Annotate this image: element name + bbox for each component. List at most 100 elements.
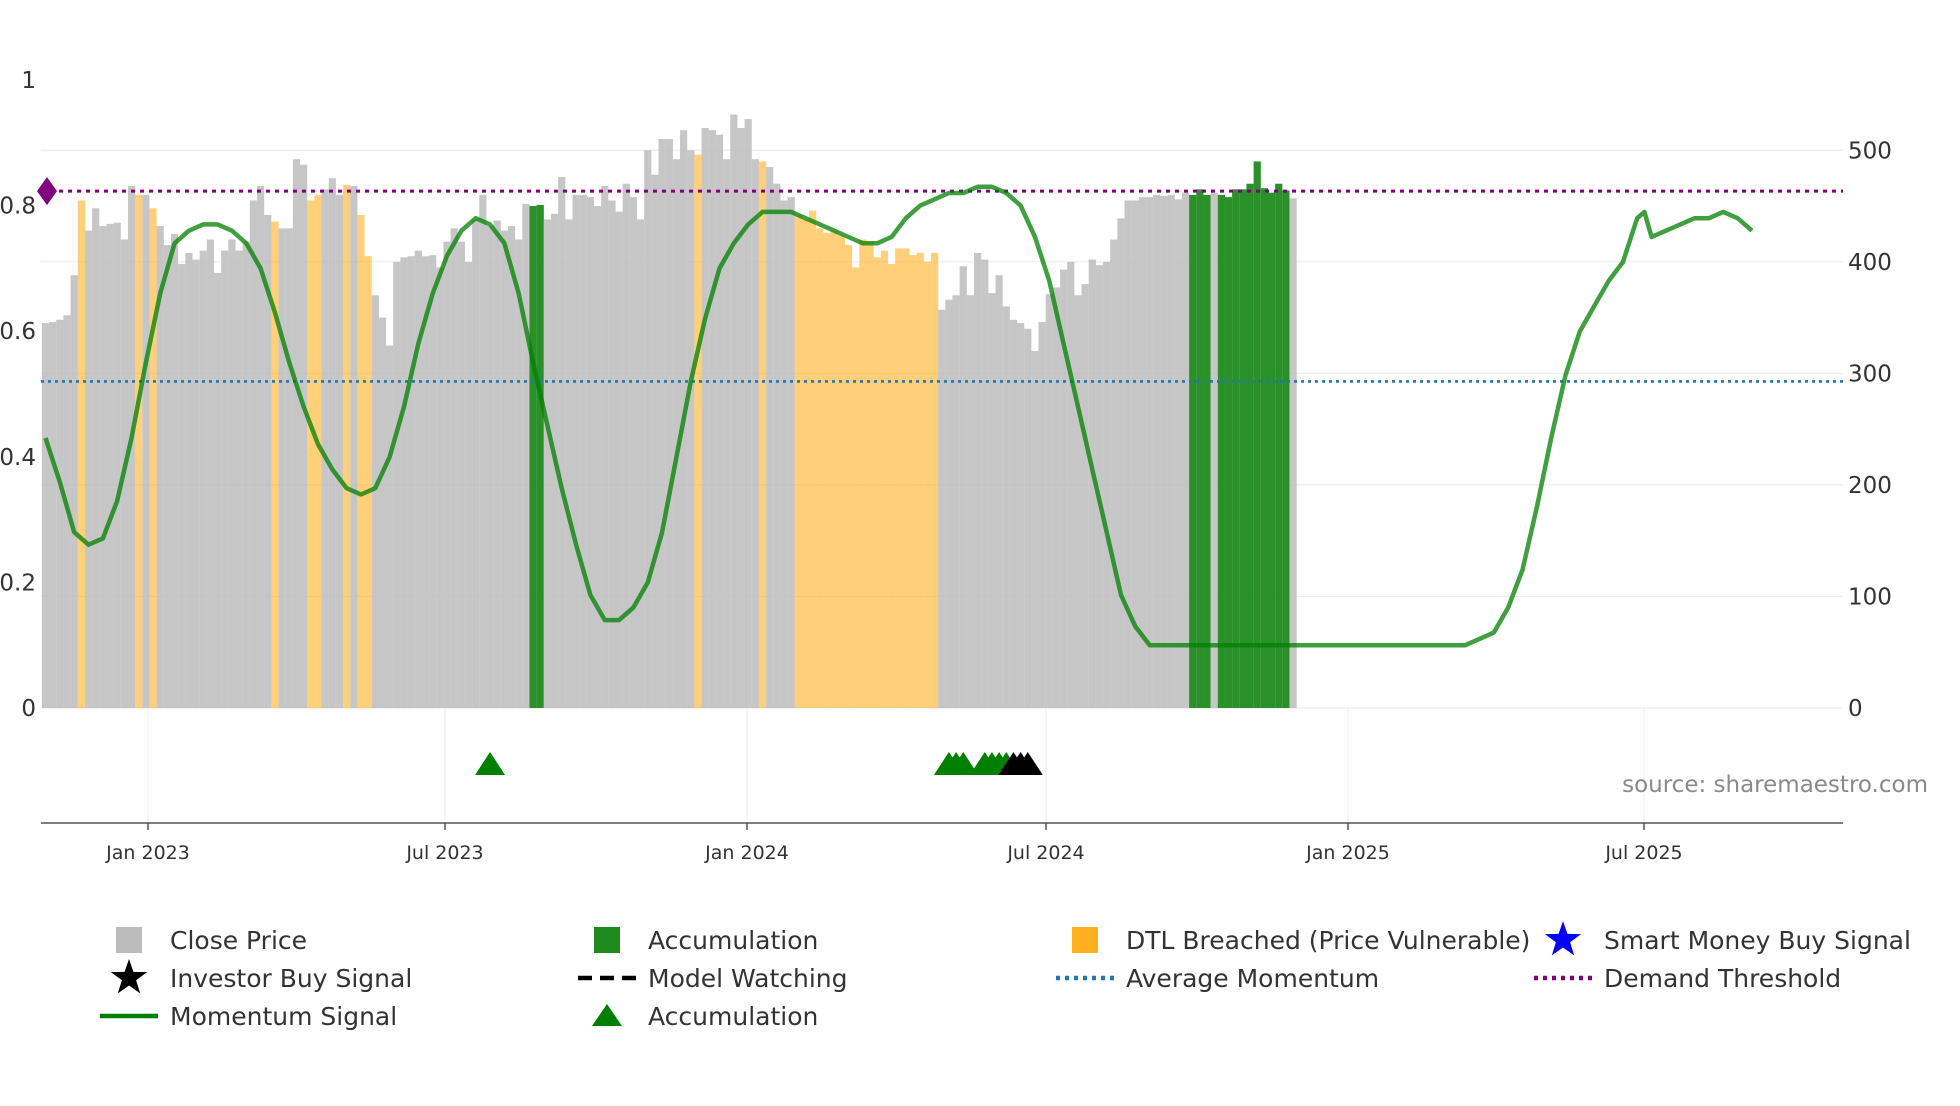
price-bar bbox=[285, 228, 293, 709]
price-bar bbox=[1189, 194, 1197, 708]
momentum-signal-line bbox=[43, 184, 1754, 648]
price-bar bbox=[708, 130, 716, 708]
price-bar bbox=[1260, 188, 1268, 708]
price-bar bbox=[1088, 259, 1096, 708]
price-bar bbox=[257, 185, 265, 709]
price-bar bbox=[866, 241, 874, 709]
price-bar bbox=[859, 239, 867, 708]
price-bar bbox=[414, 250, 422, 708]
price-bar bbox=[357, 214, 365, 708]
price-bar bbox=[300, 164, 308, 708]
price-bar bbox=[880, 250, 888, 708]
price-bar bbox=[1196, 189, 1204, 708]
price-bar bbox=[515, 239, 523, 708]
legend-item: Momentum Signal bbox=[100, 1002, 397, 1031]
price-bar bbox=[536, 204, 544, 708]
price-bar bbox=[1289, 198, 1297, 709]
price-bar bbox=[715, 134, 724, 708]
price-bar bbox=[529, 206, 537, 709]
left-tick-label: 0.6 bbox=[0, 319, 36, 345]
average-momentum-legend: Average Momentum bbox=[1126, 964, 1379, 993]
price-bar bbox=[952, 295, 960, 708]
right-tick-label: 0 bbox=[1848, 696, 1863, 722]
price-bar bbox=[228, 239, 236, 708]
price-bar bbox=[981, 259, 989, 708]
price-bar bbox=[593, 206, 602, 709]
price-bar bbox=[278, 228, 286, 709]
price-bar bbox=[421, 256, 430, 708]
price-bar bbox=[1045, 294, 1053, 708]
price-bar bbox=[1146, 197, 1154, 708]
x-tick-label: Jul 2024 bbox=[1006, 842, 1084, 864]
legend-item: Demand Threshold bbox=[1534, 964, 1841, 993]
legend-item: Close Price bbox=[116, 926, 307, 955]
legend-item: Investor Buy Signal bbox=[110, 959, 412, 994]
price-bar bbox=[873, 257, 881, 708]
price-bar bbox=[321, 189, 329, 708]
price-bar bbox=[629, 197, 638, 708]
price-bar bbox=[1110, 239, 1118, 708]
price-bar bbox=[522, 203, 530, 708]
x-axis-ticks: Jan 2023 Jul 2023 Jan 2024 Jul 2024 Jan 2025… bbox=[105, 823, 1683, 864]
price-bar bbox=[1131, 200, 1139, 708]
price-bar bbox=[1031, 351, 1039, 708]
price-bar bbox=[371, 295, 379, 708]
price-bar bbox=[41, 323, 50, 708]
price-bar bbox=[1253, 161, 1261, 708]
price-bar bbox=[586, 197, 595, 708]
x-tick-label: Jan 2023 bbox=[105, 842, 190, 864]
legend-item: Model Watching bbox=[578, 964, 848, 993]
price-bar bbox=[665, 139, 673, 708]
price-bar bbox=[909, 255, 917, 708]
price-bar bbox=[1160, 196, 1168, 708]
price-bar bbox=[637, 219, 645, 708]
price-bar bbox=[830, 230, 838, 708]
price-bar bbox=[507, 226, 516, 708]
price-bar bbox=[823, 232, 831, 708]
left-tick-label: 0.8 bbox=[0, 194, 36, 220]
smart-money-buy-signal-legend: Smart Money Buy Signal bbox=[1604, 926, 1911, 955]
price-bar bbox=[400, 257, 408, 708]
left-tick-label: 0.4 bbox=[0, 445, 36, 471]
signal-markers bbox=[475, 752, 1043, 775]
price-bar bbox=[106, 223, 114, 708]
x-tick-label: Jul 2025 bbox=[1604, 842, 1682, 864]
price-bars bbox=[41, 114, 1297, 709]
price-bar bbox=[221, 250, 229, 708]
price-bar bbox=[393, 261, 401, 708]
price-bar bbox=[966, 295, 975, 708]
price-bar bbox=[328, 178, 336, 708]
accumulation-triangle bbox=[948, 752, 979, 775]
price-bar bbox=[744, 119, 752, 709]
price-bar bbox=[1267, 192, 1276, 708]
x-tick-label: Jan 2025 bbox=[1305, 842, 1390, 864]
price-bar bbox=[178, 264, 186, 708]
legend-triangle-icon bbox=[592, 1004, 622, 1026]
close-price-legend: Close Price bbox=[170, 926, 307, 955]
left-tick-label: 0 bbox=[21, 696, 36, 722]
price-bar bbox=[930, 252, 939, 708]
price-bar bbox=[99, 226, 107, 708]
price-bar bbox=[292, 159, 301, 708]
price-bar bbox=[565, 219, 573, 708]
price-bar bbox=[1153, 194, 1161, 708]
legend-item: Accumulation bbox=[592, 1002, 818, 1031]
price-bar bbox=[579, 194, 587, 708]
price-bar bbox=[672, 159, 681, 708]
price-bar bbox=[751, 159, 759, 708]
price-bar bbox=[1024, 328, 1032, 708]
axes: 0 0.2 0.4 0.6 0.8 1 0 100 200 300 400 500 Jan 2023… bbox=[0, 68, 1892, 864]
price-bar bbox=[199, 250, 207, 708]
price-bar bbox=[1117, 218, 1125, 708]
price-bar bbox=[1181, 192, 1190, 708]
price-bar bbox=[737, 127, 745, 708]
price-bar bbox=[816, 228, 824, 709]
price-bar bbox=[1067, 261, 1075, 708]
price-bar bbox=[192, 259, 200, 708]
price-bar bbox=[543, 219, 551, 708]
price-bar bbox=[1060, 269, 1068, 708]
legend-item: DTL Breached (Price Vulnerable) bbox=[1072, 926, 1530, 955]
source-label: source: sharemaestro.com bbox=[1622, 772, 1928, 798]
price-bar bbox=[1074, 295, 1082, 708]
